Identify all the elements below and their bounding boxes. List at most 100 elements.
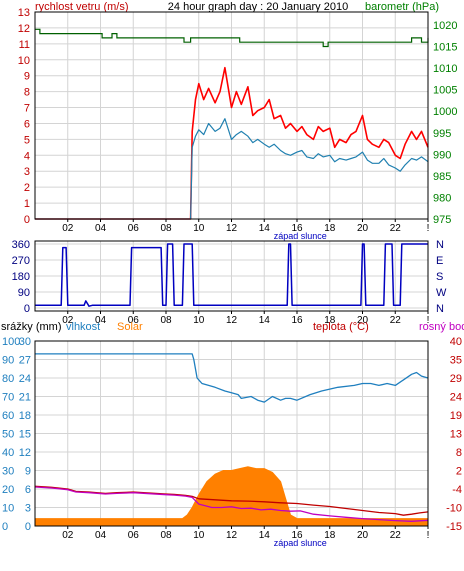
sunset-label: západ slunce bbox=[274, 538, 327, 548]
x-tick-label: 18 bbox=[324, 223, 336, 234]
pressure-tick-label: 980 bbox=[433, 192, 451, 204]
wind-tick-label: 2 bbox=[24, 182, 30, 194]
chart-title: 24 hour graph day : 20 January 2010 bbox=[168, 1, 348, 13]
x-tick-label: 06 bbox=[128, 315, 140, 326]
x-tick-label: 12 bbox=[226, 223, 238, 234]
rain-tick-label: 12 bbox=[19, 447, 31, 459]
x-tick-label: 22 bbox=[390, 530, 402, 541]
x-tick-label: 22 bbox=[390, 315, 402, 326]
rain-tick-label: 18 bbox=[19, 410, 31, 422]
x-tick-label: 12 bbox=[226, 530, 238, 541]
wind-tick-label: 9 bbox=[24, 71, 30, 83]
x-tick-label: 16 bbox=[291, 315, 303, 326]
x-tick-label: 16 bbox=[291, 223, 303, 234]
pressure-tick-label: 1015 bbox=[433, 42, 457, 54]
legend-humidity: vlhkost bbox=[66, 321, 100, 333]
pressure-tick-label: 1005 bbox=[433, 85, 457, 97]
dewpoint-line bbox=[34, 486, 429, 522]
temperature-tick-label: 2 bbox=[456, 466, 462, 478]
temperature-tick-label: -15 bbox=[446, 521, 462, 533]
x-tick-label: 14 bbox=[259, 315, 271, 326]
wind-tick-label: 6 bbox=[24, 118, 30, 130]
pressure-tick-label: 995 bbox=[433, 128, 451, 140]
wind-tick-label: 8 bbox=[24, 87, 30, 99]
humidity-line bbox=[35, 353, 429, 403]
pressure-tick-label: 1000 bbox=[433, 106, 457, 118]
x-tick-label: 06 bbox=[128, 223, 140, 234]
x-tick-label: ! bbox=[427, 530, 430, 541]
wind-panel-ticks: 0123456789101112139759809859909951000100… bbox=[18, 7, 458, 241]
legend-temperature: teplota (°C) bbox=[313, 321, 369, 333]
compass-tick-label: E bbox=[436, 255, 443, 267]
x-tick-label: 18 bbox=[324, 530, 336, 541]
direction-tick-label: 270 bbox=[12, 255, 30, 267]
pressure-tick-label: 985 bbox=[433, 171, 451, 183]
x-tick-label: ! bbox=[427, 223, 430, 234]
x-tick-label: 22 bbox=[390, 223, 402, 234]
x-tick-label: 04 bbox=[95, 530, 107, 541]
wind-axis-title: rychlost vetru (m/s) bbox=[35, 1, 129, 13]
rain-tick-label: 30 bbox=[19, 336, 31, 348]
humidity-tick-label: 30 bbox=[2, 466, 14, 478]
temperature-tick-label: 19 bbox=[450, 410, 462, 422]
x-tick-label: 10 bbox=[193, 223, 205, 234]
pressure-tick-label: 975 bbox=[433, 214, 451, 226]
rain-tick-label: 6 bbox=[25, 484, 31, 496]
temperature-tick-label: 24 bbox=[450, 392, 462, 404]
climate-panel-series bbox=[34, 353, 429, 527]
direction-tick-label: 90 bbox=[18, 287, 30, 299]
humidity-tick-label: 60 bbox=[2, 410, 14, 422]
direction-tick-label: 0 bbox=[24, 303, 30, 315]
compass-tick-label: N bbox=[436, 303, 444, 315]
direction-panel-series bbox=[35, 243, 428, 307]
wind-tick-label: 7 bbox=[24, 103, 30, 115]
x-tick-label: 08 bbox=[160, 530, 172, 541]
x-tick-label: 02 bbox=[62, 530, 74, 541]
rain-tick-label: 9 bbox=[25, 466, 31, 478]
temperature-tick-label: 35 bbox=[450, 355, 462, 367]
rain-tick-label: 24 bbox=[19, 373, 31, 385]
wind-panel-series bbox=[35, 28, 429, 220]
x-tick-label: 20 bbox=[357, 223, 369, 234]
humidity-tick-label: 10 bbox=[2, 503, 14, 515]
wind-tick-label: 4 bbox=[24, 150, 30, 162]
x-tick-label: 14 bbox=[259, 530, 271, 541]
wind-tick-label: 3 bbox=[24, 166, 30, 178]
x-tick-label: 08 bbox=[160, 315, 172, 326]
humidity-tick-label: 40 bbox=[2, 447, 14, 459]
x-tick-label: 04 bbox=[95, 315, 107, 326]
humidity-tick-label: 80 bbox=[2, 373, 14, 385]
humidity-tick-label: 20 bbox=[2, 484, 14, 496]
wind-tick-label: 13 bbox=[18, 7, 30, 19]
temperature-tick-label: 8 bbox=[456, 447, 462, 459]
x-tick-label: 10 bbox=[193, 530, 205, 541]
temperature-tick-label: 13 bbox=[450, 429, 462, 441]
humidity-tick-label: 70 bbox=[2, 392, 14, 404]
x-tick-label: 10 bbox=[193, 315, 205, 326]
compass-tick-label: N bbox=[436, 239, 444, 251]
wind-tick-label: 10 bbox=[18, 55, 30, 67]
temperature-tick-label: 40 bbox=[450, 336, 462, 348]
direction-panel-grid bbox=[35, 241, 429, 311]
x-tick-label: 20 bbox=[357, 315, 369, 326]
humidity-tick-label: 90 bbox=[2, 355, 14, 367]
legend-rain: srážky (mm) bbox=[1, 321, 62, 333]
pressure-axis-title: barometr (hPa) bbox=[365, 1, 439, 13]
temperature-tick-label: -10 bbox=[446, 503, 462, 515]
wind-direction-line bbox=[35, 243, 428, 307]
x-tick-label: 12 bbox=[226, 315, 238, 326]
x-tick-label: 08 bbox=[160, 223, 172, 234]
x-tick-label: 20 bbox=[357, 530, 369, 541]
rain-tick-label: 21 bbox=[19, 392, 31, 404]
direction-tick-label: 360 bbox=[12, 239, 30, 251]
x-tick-label: 02 bbox=[62, 315, 74, 326]
rain-tick-label: 0 bbox=[25, 521, 31, 533]
humidity-tick-label: 50 bbox=[2, 429, 14, 441]
legend-dewpoint: rosný bod bbox=[419, 321, 464, 333]
x-tick-label: 16 bbox=[291, 530, 303, 541]
wind-tick-label: 11 bbox=[19, 39, 30, 51]
direction-tick-label: 180 bbox=[12, 271, 30, 283]
gust-line bbox=[35, 66, 429, 220]
